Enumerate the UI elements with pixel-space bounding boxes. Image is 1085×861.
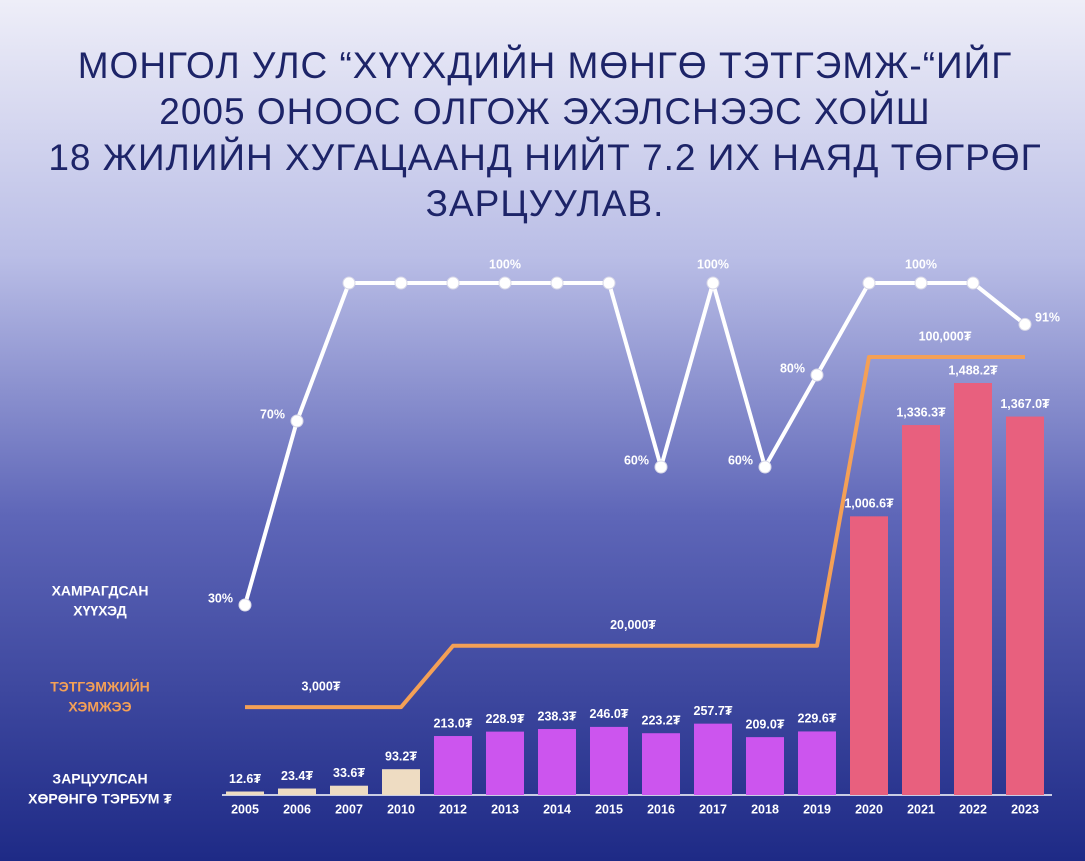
bar — [486, 731, 524, 795]
bar-value-label: 229.6₮ — [798, 712, 837, 726]
bar-value-label: 213.0₮ — [434, 716, 473, 730]
bar — [798, 731, 836, 795]
point — [238, 598, 252, 612]
bar-value-label: 246.0₮ — [590, 707, 629, 721]
point — [914, 276, 928, 290]
bar — [590, 726, 628, 795]
bar-value-label: 1,367.0₮ — [1000, 397, 1050, 411]
x-tick-label: 2018 — [751, 802, 779, 816]
bar — [850, 516, 888, 795]
bar — [746, 737, 784, 795]
point — [862, 276, 876, 290]
bar — [694, 723, 732, 795]
bar — [1006, 416, 1044, 795]
x-tick-label: 2013 — [491, 802, 519, 816]
line-value-label: 100% — [697, 257, 729, 271]
bar-value-label: 12.6₮ — [229, 772, 261, 786]
line-value-label: 60% — [728, 453, 753, 467]
x-tick-label: 2019 — [803, 802, 831, 816]
point — [394, 276, 408, 290]
point — [758, 460, 772, 474]
x-tick-label: 2017 — [699, 802, 727, 816]
point — [602, 276, 616, 290]
bar-value-label: 23.4₮ — [281, 769, 313, 783]
point — [290, 414, 304, 428]
x-tick-label: 2010 — [387, 802, 415, 816]
point — [550, 276, 564, 290]
x-tick-label: 2005 — [231, 802, 259, 816]
point — [706, 276, 720, 290]
legend-label: ТЭТГЭМЖИЙН — [50, 678, 150, 695]
legend-label: ХҮҮХЭД — [73, 603, 127, 619]
x-tick-label: 2020 — [855, 802, 883, 816]
bar — [902, 425, 940, 795]
bar-value-label: 257.7₮ — [694, 704, 733, 718]
legend-label: ЗАРЦУУЛСАН — [52, 771, 147, 787]
title-line: МОНГОЛ УЛС “ХҮҮХДИЙН МӨНГӨ ТЭТГЭМЖ-“ИЙГ — [78, 44, 1013, 86]
bar-value-label: 33.6₮ — [333, 766, 365, 780]
line — [243, 281, 1027, 606]
bar — [330, 785, 368, 795]
x-tick-label: 2006 — [283, 802, 311, 816]
line-value-label: 100,000₮ — [919, 329, 972, 343]
bar — [382, 769, 420, 795]
line-value-label: 60% — [624, 453, 649, 467]
x-tick-label: 2015 — [595, 802, 623, 816]
point — [654, 460, 668, 474]
bar — [226, 791, 264, 795]
point — [342, 276, 356, 290]
bar — [954, 383, 992, 795]
line-value-label: 100% — [905, 257, 937, 271]
legend-label: ХӨРӨНГӨ ТЭРБУМ ₮ — [28, 791, 172, 807]
bar-value-label: 238.3₮ — [538, 709, 577, 723]
bar — [278, 788, 316, 795]
point — [1018, 317, 1032, 331]
title-line: 18 ЖИЛИЙН ХУГАЦААНД НИЙТ 7.2 ИХ НАЯД ТӨГ… — [48, 136, 1041, 178]
bar-value-label: 228.9₮ — [486, 712, 525, 726]
x-tick-label: 2023 — [1011, 802, 1039, 816]
x-tick-label: 2007 — [335, 802, 363, 816]
line-value-label: 30% — [208, 591, 233, 605]
line — [245, 355, 1025, 710]
legend-label: ХЭМЖЭЭ — [68, 699, 131, 715]
line-value-label: 20,000₮ — [610, 618, 656, 632]
bar-value-label: 93.2₮ — [385, 749, 417, 763]
x-tick-label: 2022 — [959, 802, 987, 816]
line-value-label: 91% — [1035, 311, 1060, 325]
bar-value-label: 209.0₮ — [746, 717, 785, 731]
legend-label: ХАМРАГДСАН — [52, 583, 149, 599]
title-line: ЗАРЦУУЛАВ. — [426, 183, 665, 224]
bar — [642, 733, 680, 795]
bar — [538, 729, 576, 795]
line-value-label: 3,000₮ — [302, 679, 341, 693]
line-value-label: 80% — [780, 361, 805, 375]
x-tick-label: 2012 — [439, 802, 467, 816]
line-value-label: 70% — [260, 407, 285, 421]
point — [446, 276, 460, 290]
x-tick-label: 2014 — [543, 802, 571, 816]
bar-value-label: 223.2₮ — [642, 714, 681, 728]
point — [966, 276, 980, 290]
bar-value-label: 1,488.2₮ — [948, 363, 998, 377]
bar-value-label: 1,336.3₮ — [896, 405, 946, 419]
bar — [434, 736, 472, 795]
point — [810, 368, 824, 382]
bar-value-label: 1,006.6₮ — [844, 497, 894, 511]
title-line: 2005 ОНООС ОЛГОЖ ЭХЭЛСНЭЭС ХОЙШ — [159, 90, 930, 132]
line-value-label: 100% — [489, 257, 521, 271]
x-tick-label: 2016 — [647, 802, 675, 816]
point — [498, 276, 512, 290]
x-tick-label: 2021 — [907, 802, 935, 816]
